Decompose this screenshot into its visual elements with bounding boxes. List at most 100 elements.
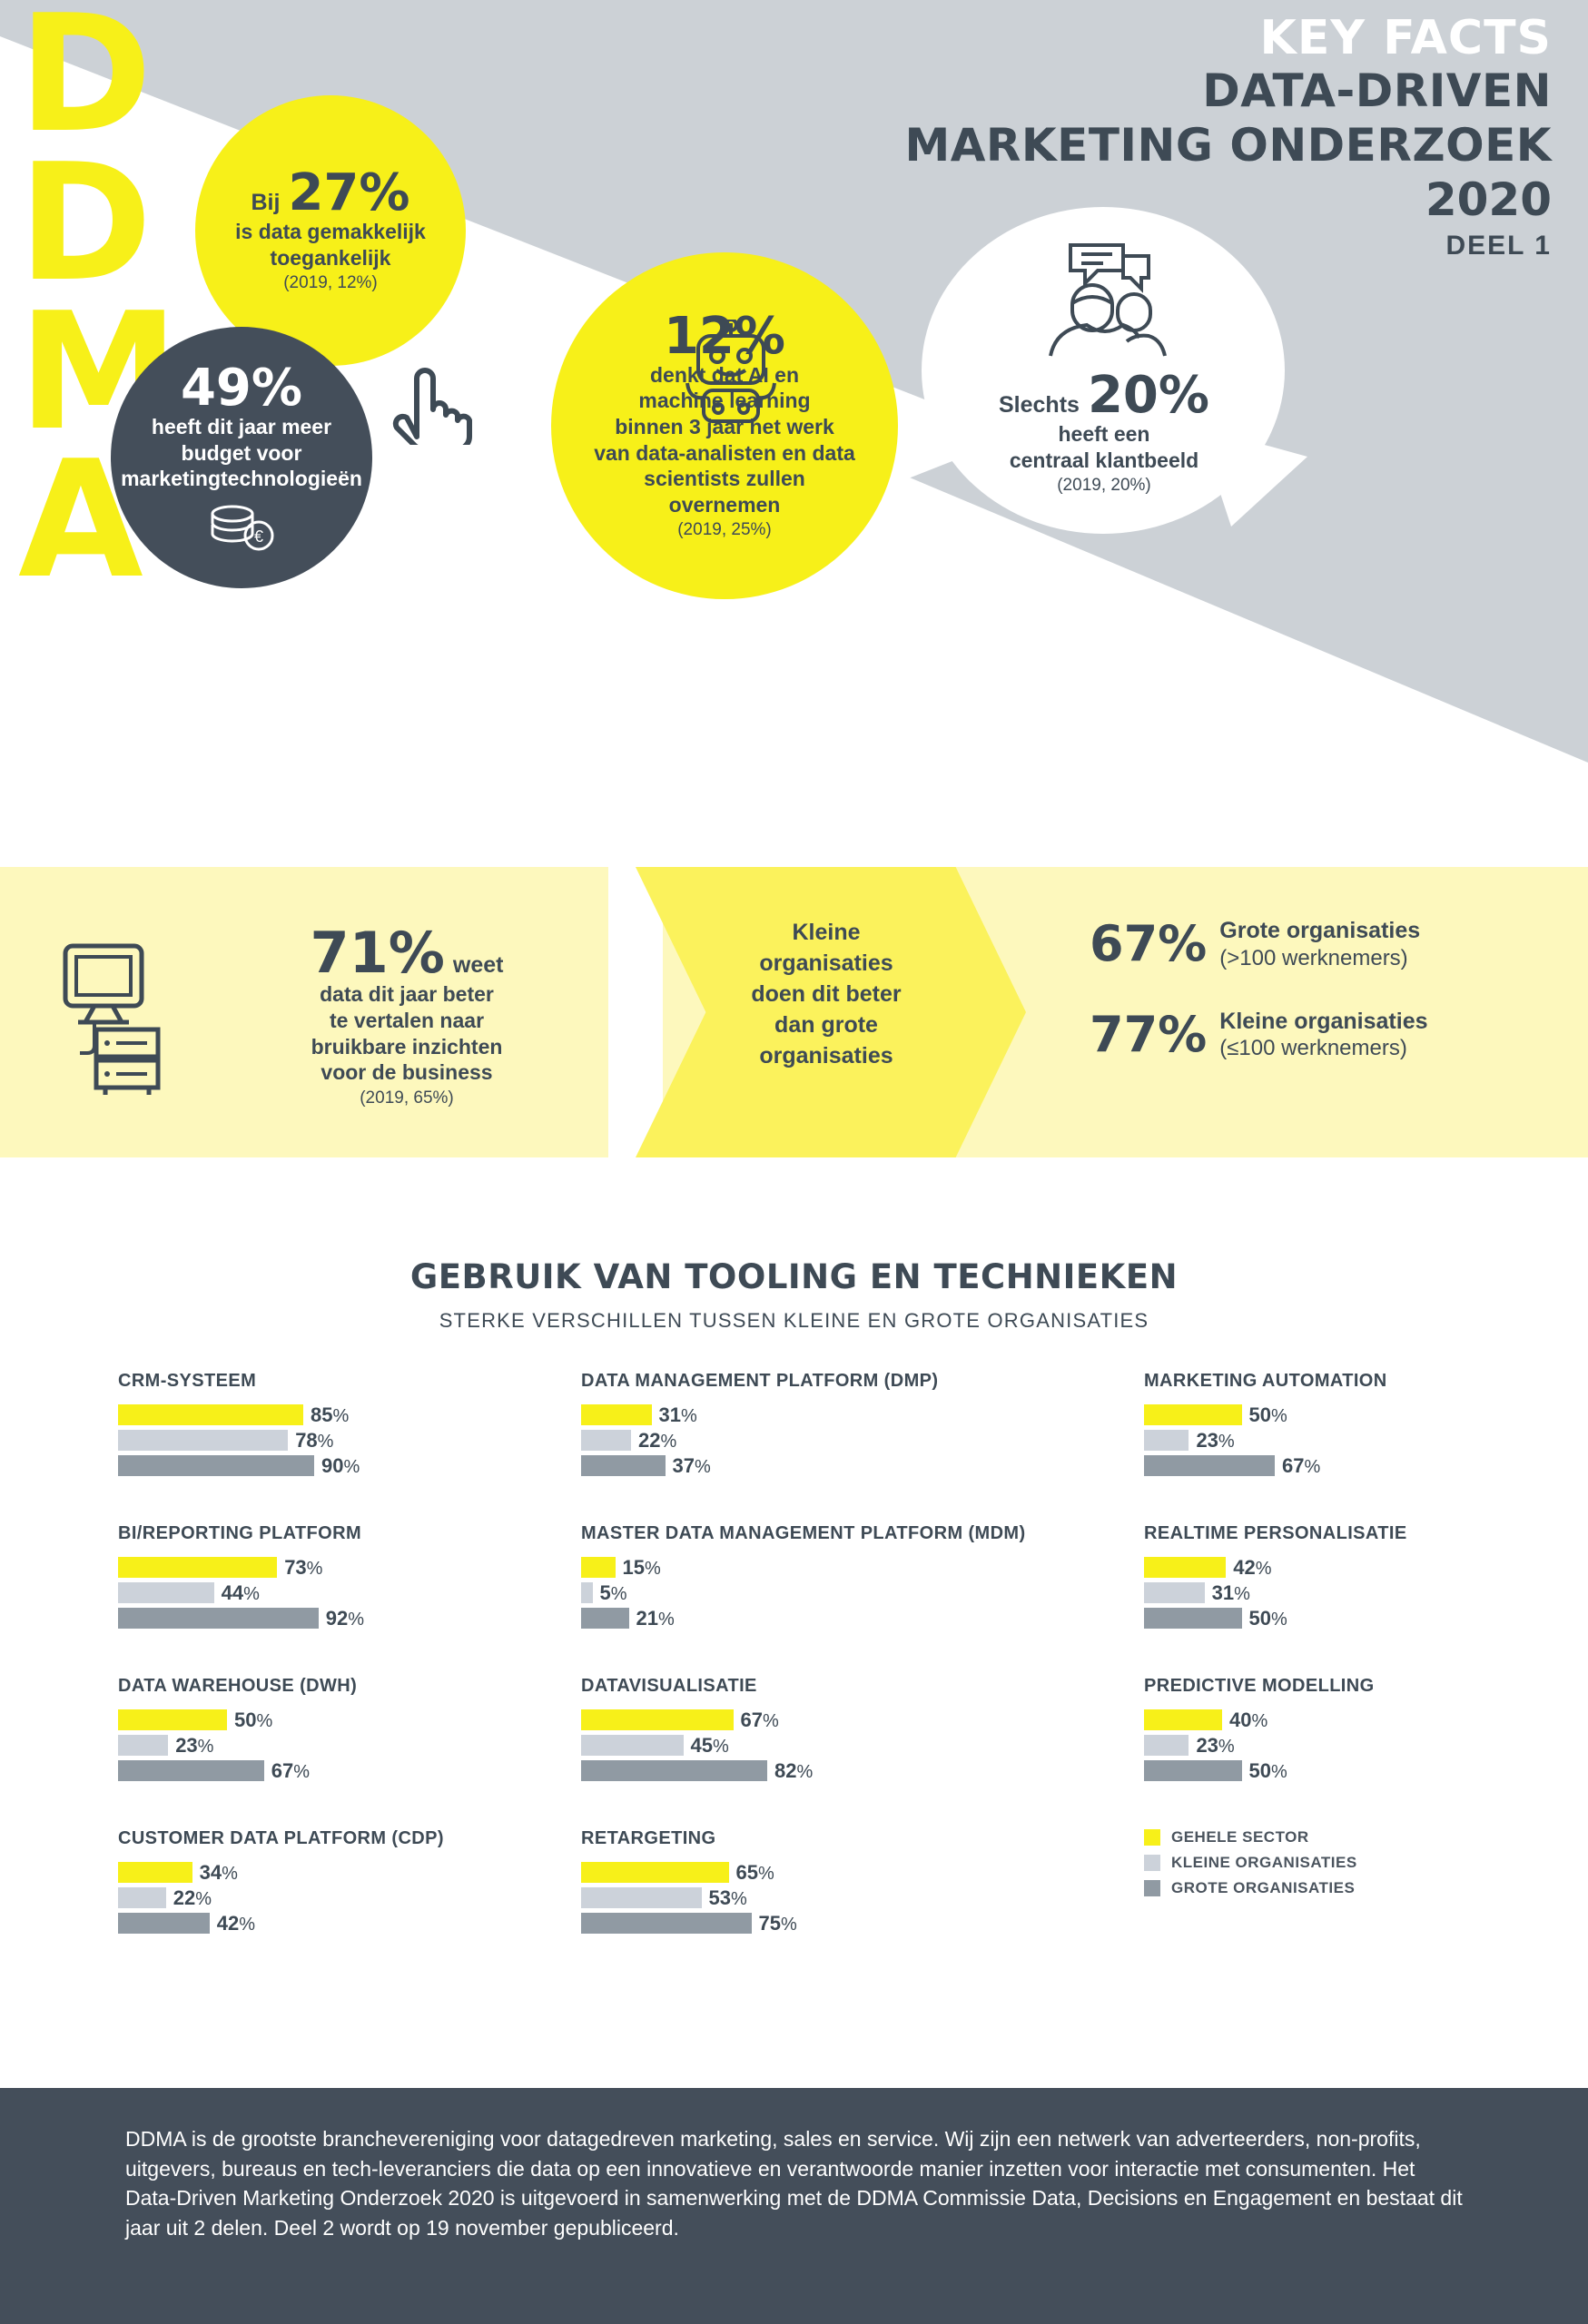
chart-bar [581, 1735, 684, 1756]
band-right-label-0: Grote organisaties [1219, 918, 1421, 943]
chart-bar [581, 1404, 652, 1425]
chart-bar-value: 5% [599, 1581, 627, 1604]
chart-group: DATA WAREHOUSE (DWH) 50% 23% 67% [118, 1676, 581, 1782]
chart-bar-row: 75% [581, 1912, 1144, 1935]
band71-value: 71% [310, 920, 445, 987]
chart-bar-value: 22% [173, 1886, 212, 1909]
chart-bar-value: 44% [221, 1581, 260, 1604]
chart-bar-value: 40% [1229, 1708, 1268, 1731]
chart-group-title: PREDICTIVE MODELLING [1144, 1676, 1375, 1696]
stat27-line2: toegankelijk [270, 245, 391, 270]
chart-bar-row: 67% [581, 1708, 1144, 1731]
chart-bar-value: 65% [735, 1860, 774, 1884]
chart-bar [1144, 1455, 1276, 1476]
chart-bar-row: 92% [118, 1607, 581, 1630]
stat-circle-27: Bij 27% is data gemakkelijk toegankelijk… [195, 95, 466, 366]
chart-bar-row: 31% [581, 1403, 1144, 1426]
chart-bar [118, 1430, 289, 1451]
title-deel: DEEL 1 [1445, 231, 1552, 261]
stat-circle-49: 49% heeft dit jaar meer budget voor mark… [111, 327, 372, 588]
band-left-stat: 71% weet data dit jaar beter te vertalen… [54, 885, 617, 1148]
key-facts-title: KEY FACTS [1259, 11, 1552, 65]
chart-bar-value: 45% [690, 1733, 729, 1757]
band71-line3: bruikbare inzichten [311, 1034, 503, 1059]
chart-bar-value: 50% [234, 1708, 273, 1731]
chart-header: GEBRUIK VAN TOOLING EN TECHNIEKEN STERKE… [0, 1257, 1588, 1333]
chart-bar-value: 78% [295, 1428, 334, 1452]
stat-bubble-20: Slechts 20% heeft een centraal klantbeel… [926, 218, 1282, 527]
chart-bar [1144, 1404, 1242, 1425]
stat20-headline: Slechts 20% [999, 370, 1209, 421]
chart-bar-row: 73% [118, 1556, 581, 1579]
stat12-line3: binnen 3 jaar het werk [615, 414, 834, 438]
stat12-line5: scientists zullen [644, 467, 805, 491]
chart-group-title: CUSTOMER DATA PLATFORM (CDP) [118, 1828, 444, 1848]
legend-item: KLEINE ORGANISATIES [1144, 1854, 1507, 1872]
stat12-sub: (2019, 25%) [677, 520, 772, 540]
chart-subtitle: STERKE VERSCHILLEN TUSSEN KLEINE EN GROT… [439, 1309, 1149, 1332]
stat49-value: 49% [180, 359, 303, 419]
chart-bar-row: 67% [1144, 1454, 1507, 1477]
stat49-line2: budget voor [181, 440, 302, 465]
chart-bar-value: 67% [740, 1708, 779, 1731]
chart-group-title: CRM-SYSTEEM [118, 1371, 257, 1391]
chart-bar-value: 34% [199, 1860, 238, 1884]
chart-bar [581, 1760, 767, 1781]
chart-bar [1144, 1760, 1242, 1781]
legend-swatch [1144, 1829, 1160, 1846]
chart-bar-value: 42% [216, 1911, 256, 1935]
chart-bar-row: 42% [1144, 1556, 1507, 1579]
charts-column-left: CRM-SYSTEEM 85% 78% 90% BI/REPORTING PLATFOR… [118, 1371, 581, 1981]
chart-bar [118, 1862, 192, 1883]
chart-group: CUSTOMER DATA PLATFORM (CDP) 34% 22% 42% [118, 1828, 581, 1935]
chart-bar-row: 44% [118, 1581, 581, 1604]
charts-column-middle: DATA MANAGEMENT PLATFORM (DMP) 31% 22% 37% M… [581, 1371, 1144, 1981]
chart-bar [118, 1760, 264, 1781]
stat27-line1: is data gemakkelijk [235, 219, 426, 243]
chart-legend: GEHELE SECTOR KLEINE ORGANISATIES GROTE OR… [1144, 1828, 1507, 1897]
band-right-note-1: (≤100 werknemers) [1219, 1036, 1407, 1061]
chart-bar [581, 1862, 729, 1883]
chart-bar-row: 23% [1144, 1429, 1507, 1452]
chart-bar-value: 37% [672, 1453, 711, 1477]
stat12-line4: van data-analisten en data [594, 440, 855, 465]
band-right-row: 67% Grote organisaties (>100 werknemers) [1090, 917, 1428, 971]
chart-bar-row: 50% [1144, 1403, 1507, 1426]
legend-label: GEHELE SECTOR [1171, 1828, 1309, 1846]
chart-bar [118, 1455, 314, 1476]
white-base-strip [0, 763, 1588, 835]
chart-group: RETARGETING 65% 53% 75% [581, 1828, 1144, 1935]
charts-column-right: MARKETING AUTOMATION 50% 23% 67% REALTIME PE… [1144, 1371, 1507, 1981]
chart-bar [581, 1887, 702, 1908]
stat27-prefix: Bij [251, 189, 281, 215]
chart-bar-row: 22% [118, 1886, 581, 1909]
chart-bar [1144, 1709, 1222, 1730]
stat20-sub: (2019, 20%) [1057, 476, 1151, 496]
chart-bar-row: 85% [118, 1403, 581, 1426]
chart-bar-row: 45% [581, 1733, 1144, 1757]
chart-bar [118, 1735, 169, 1756]
chart-bar [581, 1709, 734, 1730]
svg-text:€: € [254, 527, 263, 546]
chart-bar [118, 1582, 214, 1603]
legend-swatch [1144, 1880, 1160, 1896]
chart-bar [1144, 1608, 1242, 1629]
chart-bar [581, 1430, 631, 1451]
chart-bar [581, 1608, 629, 1629]
chart-bar-value: 23% [1196, 1733, 1235, 1757]
legend-label: KLEINE ORGANISATIES [1171, 1854, 1357, 1871]
stat27-sub: (2019, 12%) [283, 273, 378, 293]
chart-bar-row: 37% [581, 1453, 1144, 1477]
chart-bar [581, 1582, 593, 1603]
title-year: 2020 [1425, 173, 1552, 227]
chart-bar-row: 50% [1144, 1607, 1507, 1630]
chart-group-title: DATAVISUALISATIE [581, 1676, 757, 1696]
people-chat-icon [1036, 234, 1172, 361]
chart-group-title: MARKETING AUTOMATION [1144, 1371, 1387, 1391]
stat20-value: 20% [1087, 366, 1209, 425]
chart-group: MASTER DATA MANAGEMENT PLATFORM (MDM) 15%… [581, 1523, 1144, 1630]
chart-bar-value: 82% [774, 1758, 814, 1782]
footer-text: DDMA is de grootste branchevereniging vo… [125, 2127, 1463, 2240]
chart-bar [1144, 1582, 1205, 1603]
chart-group-title: RETARGETING [581, 1828, 716, 1848]
